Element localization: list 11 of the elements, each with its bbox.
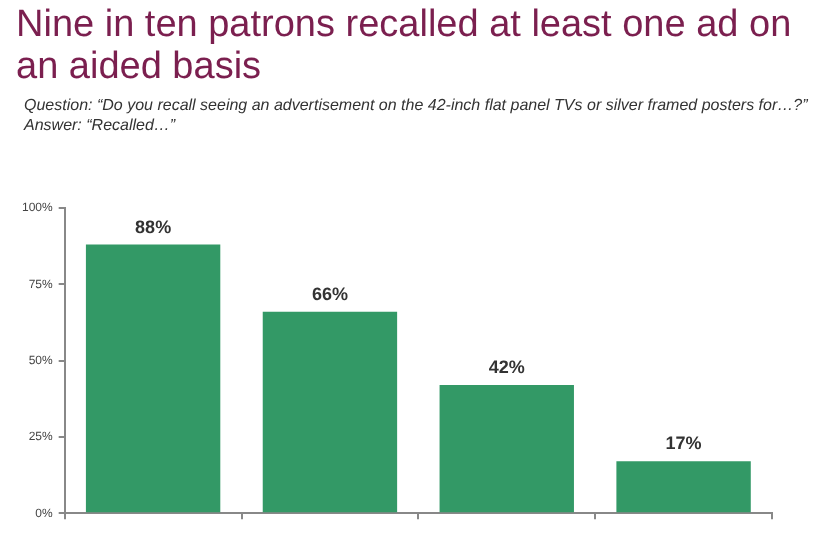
data-label: 17% — [665, 433, 702, 454]
chart-title: Nine in ten patrons recalled at least one ad on an aided basis — [16, 4, 794, 88]
bar — [85, 244, 221, 513]
bar — [616, 461, 751, 513]
chart-subtitle: Question: “Do you recall seeing an advertisement on the 42-inch flat panel TVs or silver framed posters for…?” — [24, 96, 810, 116]
data-label: 42% — [488, 356, 525, 377]
text: Answer: “Recalled…” — [24, 116, 178, 136]
bar — [262, 311, 398, 513]
data-label: 88% — [135, 216, 172, 237]
data-label: 66% — [311, 283, 348, 304]
bar — [439, 385, 574, 513]
